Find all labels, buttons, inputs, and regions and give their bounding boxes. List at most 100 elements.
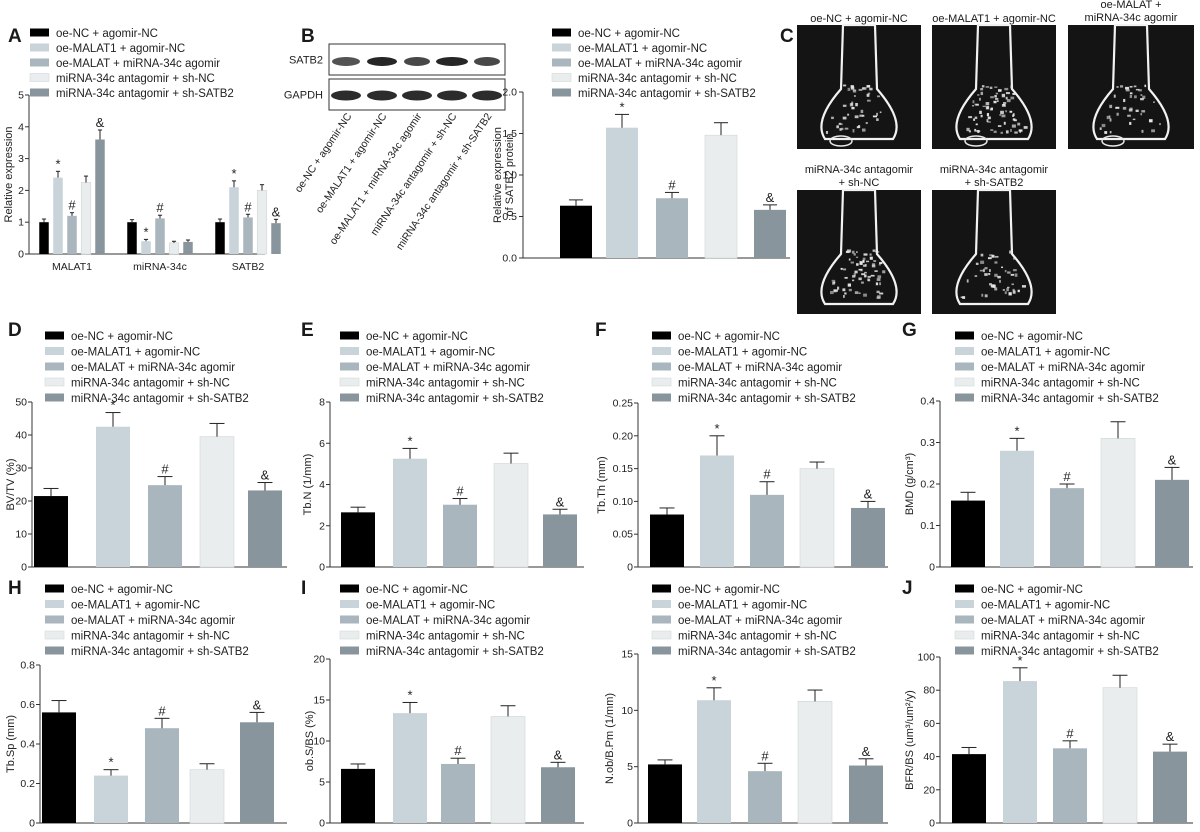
trabecular-speck <box>853 253 856 256</box>
bar <box>341 768 375 823</box>
bar <box>750 494 784 567</box>
trabecular-speck <box>864 271 867 274</box>
legend-label: oe-MALAT1 + agomir-NC <box>56 43 185 55</box>
y-tick-label: 0.2 <box>20 778 35 790</box>
trabecular-speck <box>1012 269 1017 272</box>
trabecular-speck <box>990 284 995 288</box>
significance-mark: & <box>554 747 563 762</box>
legend-label: miRNA-34c antagomir + sh-SATB2 <box>678 393 856 405</box>
significance-mark: * <box>143 224 148 239</box>
trabecular-speck <box>859 114 863 117</box>
trabecular-speck <box>1135 88 1140 91</box>
bars-A: * # & MALAT1 * # miRNA-34c * # & SATB2 <box>39 115 281 273</box>
y-axis-label: Relative expression <box>492 127 504 223</box>
micro-ct-caption: + sh-NC <box>839 177 880 189</box>
legend-I: oe-NC + agomir-NC oe-MALAT1 + agomir-NC oe… <box>339 584 544 658</box>
bone-outline <box>820 188 898 306</box>
trabecular-speck <box>989 269 991 272</box>
trabecular-speck <box>876 112 879 116</box>
trabecular-speck <box>865 260 870 263</box>
y-tick-label: 0.10 <box>613 496 634 508</box>
y-tick-label: 0 <box>929 818 935 830</box>
legend-label: oe-NC + agomir-NC <box>71 331 173 343</box>
legend-swatch <box>339 630 360 640</box>
trabecular-speck <box>861 87 865 90</box>
micro-ct-background <box>797 190 921 314</box>
trabecular-speck <box>874 270 878 272</box>
trabecular-speck <box>987 116 991 120</box>
trabecular-speck <box>993 130 997 134</box>
trabecular-speck <box>852 129 855 133</box>
trabecular-speck <box>859 263 863 265</box>
y-tick-label: 4 <box>319 479 325 491</box>
trabecular-speck <box>1005 130 1009 134</box>
legend-swatch <box>45 646 64 655</box>
trabecular-speck <box>986 105 989 110</box>
trabecular-speck <box>974 116 978 120</box>
legend-label: miRNA-34c antagomir + sh-SATB2 <box>981 393 1159 405</box>
y-tick-label: 0.2 <box>920 479 935 491</box>
trabecular-speck <box>982 268 986 273</box>
y-tick-label: 0.5 <box>502 211 517 223</box>
bar <box>849 765 883 823</box>
trabecular-speck <box>879 111 882 114</box>
trabecular-speck <box>972 104 974 107</box>
axes-H: 0 0.2 0.4 0.6 0.8 Tb.Sp (mm) <box>5 660 287 830</box>
trabecular-speck <box>842 288 846 292</box>
legend-H: oe-NC + agomir-NC oe-MALAT1 + agomir-NC oe… <box>44 584 249 658</box>
trabecular-speck <box>875 282 879 286</box>
bar <box>96 426 130 567</box>
micro-ct-tile: oe-MALAT +miRNA-34c agomir <box>1068 0 1194 149</box>
y-tick-label: 0 <box>319 562 325 574</box>
y-axis-label: Tb.N (1/mm) <box>302 454 314 516</box>
legend-swatch <box>30 88 49 97</box>
y-tick-label: 0 <box>627 818 633 830</box>
legend-label: oe-MALAT + miRNA-34c agomir <box>71 615 235 627</box>
micro-ct-caption: miRNA-34c antagomir <box>940 164 1049 176</box>
trabecular-speck <box>837 286 840 290</box>
trabecular-speck <box>856 126 859 129</box>
bar <box>67 215 77 254</box>
trabecular-speck <box>854 291 859 294</box>
bar <box>393 458 427 567</box>
trabecular-speck <box>1001 266 1004 269</box>
legend-swatch <box>955 331 974 340</box>
micro-ct-caption: oe-NC + agomir-NC <box>810 13 908 25</box>
legend-label: miRNA-34c antagomir + sh-NC <box>578 73 737 85</box>
legend-swatch <box>955 362 974 371</box>
trabecular-speck <box>1001 93 1006 97</box>
trabecular-speck <box>962 296 966 299</box>
y-tick-label: 50 <box>15 397 27 409</box>
trabecular-speck <box>862 264 867 267</box>
significance-mark: # <box>454 743 462 758</box>
trabecular-speck <box>1003 121 1006 125</box>
trabecular-speck <box>984 294 988 298</box>
legend-swatch <box>44 377 65 387</box>
trabecular-speck <box>858 125 861 129</box>
bar <box>704 134 738 259</box>
bars-B: * # & <box>560 99 786 259</box>
trabecular-speck <box>882 270 886 274</box>
legend-label: oe-MALAT1 + agomir-NC <box>678 600 807 612</box>
y-tick-label: 40 <box>15 430 27 442</box>
legend-swatch <box>45 362 64 371</box>
y-tick-label: 20 <box>15 496 27 508</box>
bar <box>493 463 529 568</box>
legend-label: oe-NC + agomir-NC <box>578 28 680 40</box>
bars-H: * # & <box>42 697 274 824</box>
bone-outline <box>955 188 1033 306</box>
trabecular-speck <box>997 125 1002 128</box>
blot-band <box>332 57 360 66</box>
y-tick-label: 2 <box>319 520 325 532</box>
legend-swatch <box>651 630 672 640</box>
y-axis-label: Tb.Sp (mm) <box>5 715 17 773</box>
legend-label: oe-NC + agomir-NC <box>366 584 468 596</box>
bar <box>145 728 179 823</box>
y-tick-label: 0 <box>18 249 24 261</box>
trabecular-speck <box>1017 122 1021 126</box>
legend-swatch <box>652 600 671 608</box>
trabecular-speck <box>988 273 991 276</box>
legend-label: miRNA-34c antagomir + sh-NC <box>366 378 525 390</box>
blot-band <box>404 57 430 66</box>
